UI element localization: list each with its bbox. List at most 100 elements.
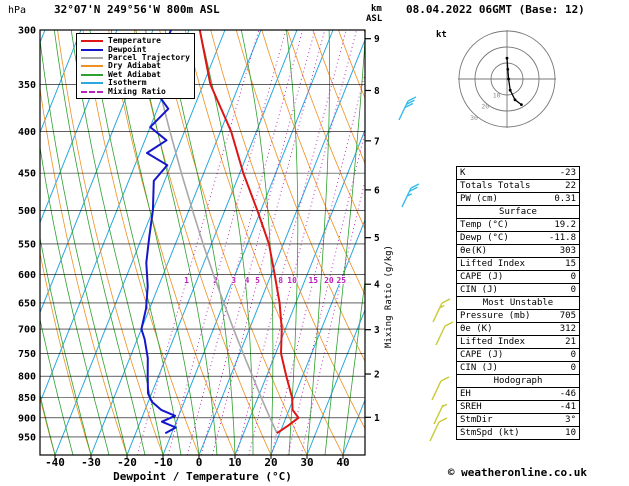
mixing-ratio-line (300, 179, 365, 455)
row-label: Temp (°C) (456, 218, 543, 232)
row-label: SREH (456, 400, 543, 414)
isotherm-line (54, 30, 226, 455)
table-row: Lifted Index 15 (456, 257, 580, 271)
pressure-unit-label: hPa (8, 5, 27, 16)
temperature-curve (198, 30, 300, 435)
table-row: Temp (°C) 19.2 (456, 218, 580, 232)
hodograph-ring-label: 10 (493, 91, 501, 99)
table-row: Totals Totals 22 (456, 179, 580, 193)
pressure-tick-label: 500 (18, 206, 36, 217)
legend-label: Dry Adiabat (108, 61, 161, 71)
row-value: 15 (542, 257, 580, 271)
isotherm-line (90, 30, 262, 455)
table-row: Surface (456, 205, 580, 219)
table-row: K -23 (456, 166, 580, 180)
table-row: Dewp (°C) -11.8 (456, 231, 580, 245)
row-value: 3° (542, 413, 580, 427)
legend-item: Wet Adiabat (81, 70, 190, 79)
row-label: Totals Totals (456, 179, 543, 193)
isotherm-line (270, 218, 365, 455)
hodograph-trace-point (507, 77, 510, 81)
altitude-unit-label-km: km (371, 4, 382, 14)
isotherm-line (198, 38, 365, 455)
hodograph-ring-label: 30 (470, 114, 478, 122)
pressure-tick-label: 400 (18, 127, 36, 138)
dewpoint-curve (140, 30, 177, 435)
legend-item: Temperature (81, 37, 190, 45)
row-value: 705 (542, 309, 580, 323)
pressure-tick-label: 650 (18, 298, 36, 309)
section-header: Most Unstable (456, 296, 580, 310)
pressure-tick-label: 450 (18, 169, 36, 180)
legend-item: Parcel Trajectory (81, 52, 190, 62)
temp-tick-label: -20 (117, 456, 137, 469)
row-label: θe(K) (456, 244, 543, 258)
table-row: Most Unstable (456, 296, 580, 310)
dry-adiabat-line (261, 30, 365, 296)
hodograph-unit-label: kt (436, 30, 447, 40)
row-label: CAPE (J) (456, 270, 543, 284)
mixing-ratio-value-label: 5 (255, 276, 260, 285)
hodograph-trace-point (520, 103, 523, 106)
legend-label: Isotherm (108, 78, 147, 88)
row-label: Lifted Index (456, 257, 543, 271)
table-row: CAPE (J) 0 (456, 270, 580, 284)
dry-adiabat-line (312, 30, 365, 165)
legend-item: Dry Adiabat (81, 62, 190, 70)
temp-tick-label: 40 (336, 456, 349, 469)
mixing-ratio-value-label: 25 (336, 276, 346, 285)
row-value: -11.8 (542, 231, 580, 245)
row-value: -41 (542, 400, 580, 414)
row-value: -46 (542, 387, 580, 401)
row-value: 312 (542, 322, 580, 336)
hodograph-ring-label: 20 (481, 103, 489, 111)
legend-line-swatch (81, 82, 103, 85)
isotherm-line (0, 30, 9, 455)
mixing-ratio-line (167, 30, 287, 455)
legend-label: Parcel Trajectory (108, 52, 190, 62)
altitude-unit-label-asl: ASL (366, 14, 383, 24)
row-label: StmSpd (kt) (456, 426, 543, 440)
legend-line-swatch (81, 48, 103, 51)
hodograph-trace-point (506, 68, 510, 71)
legend-line-swatch (81, 56, 103, 59)
table-row: CIN (J) 0 (456, 283, 580, 297)
wind-barb (429, 417, 448, 442)
row-value: 0 (542, 361, 580, 375)
table-row: CAPE (J) 0 (456, 348, 580, 362)
isotherm-line (40, 30, 190, 404)
mixing-ratio-line (186, 30, 304, 455)
row-label: EH (456, 387, 543, 401)
isotherm-line (162, 30, 334, 455)
mixing-ratio-line (248, 30, 358, 455)
run-date-title: 08.04.2022 06GMT (Base: 12) (406, 3, 585, 16)
row-value: 22 (542, 179, 580, 193)
dry-adiabat-line (286, 30, 365, 230)
temp-tick-label: 10 (228, 456, 241, 469)
row-label: PW (cm) (456, 192, 543, 206)
pressure-tick-label: 950 (18, 432, 36, 443)
row-label: K (456, 166, 543, 180)
km-tick-label: 2 (374, 370, 380, 381)
row-value: 19.2 (542, 218, 580, 232)
table-row: PW (cm) 0.31 (456, 192, 580, 206)
km-tick-label: 1 (374, 413, 380, 424)
isotherm-line (40, 30, 82, 134)
hodograph-trace-point (508, 88, 512, 92)
wind-barb (401, 183, 420, 208)
row-label: Lifted Index (456, 335, 543, 349)
table-row: θe (K) 312 (456, 322, 580, 336)
legend-item: Isotherm (81, 79, 190, 87)
legend-line-swatch (81, 73, 103, 76)
row-value: 10 (542, 426, 580, 440)
legend-label: Temperature (108, 36, 161, 46)
legend-line-swatch (81, 65, 103, 68)
km-tick-label: 8 (374, 86, 380, 97)
pressure-tick-label: 800 (18, 372, 36, 383)
mixing-ratio-axis-label: Mixing Ratio (g/kg) (384, 245, 394, 348)
table-row: CIN (J) 0 (456, 361, 580, 375)
pressure-tick-label: 750 (18, 349, 36, 360)
table-row: Lifted Index 21 (456, 335, 580, 349)
legend-line-swatch (81, 40, 103, 43)
